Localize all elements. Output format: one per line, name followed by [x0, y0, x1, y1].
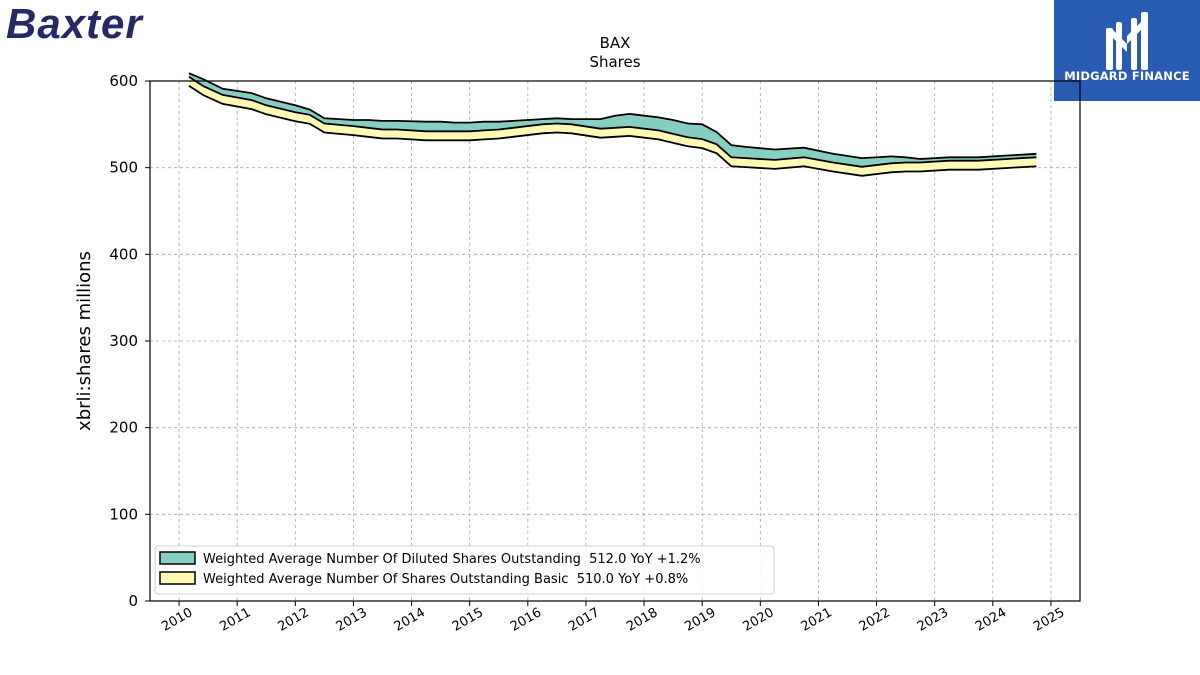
y-tick-label: 600 — [109, 72, 138, 90]
y-axis-label: xbrli:shares millions — [74, 251, 95, 431]
x-tick-label: 2011 — [217, 605, 253, 635]
basic-shares-lower-edge — [188, 84, 1037, 177]
y-tick-label: 200 — [109, 419, 138, 437]
x-tick-label: 2024 — [973, 605, 1009, 635]
x-tick-label: 2010 — [159, 605, 195, 635]
chart-title: BAX — [600, 34, 631, 52]
diluted-shares-line — [188, 72, 1037, 160]
x-tick-label: 2025 — [1031, 605, 1067, 635]
legend-label: Weighted Average Number Of Shares Outsta… — [203, 572, 688, 587]
x-tick-label: 2017 — [566, 605, 602, 635]
basic-shares-band — [188, 76, 1037, 176]
midgard-finance-logo: MIDGARD FINANCE — [1054, 0, 1200, 101]
chart-subtitle: Shares — [589, 53, 640, 71]
x-tick-label: 2021 — [799, 605, 835, 635]
x-tick-label: 2015 — [450, 605, 486, 635]
basic-shares-line — [188, 75, 1037, 168]
partner-name: MIDGARD FINANCE — [1064, 69, 1190, 83]
y-tick-label: 500 — [109, 159, 138, 177]
midgard-monogram-icon — [1106, 12, 1148, 70]
legend-label: Weighted Average Number Of Diluted Share… — [203, 552, 701, 567]
x-tick-label: 2012 — [275, 605, 311, 635]
legend-swatch — [159, 571, 196, 585]
x-tick-label: 2018 — [624, 605, 660, 635]
series-areas — [188, 72, 1037, 177]
y-tick-label: 0 — [128, 592, 138, 610]
x-tick-label: 2020 — [740, 605, 776, 635]
y-tick-label: 300 — [109, 332, 138, 350]
x-tick-label: 2014 — [392, 605, 428, 635]
x-tick-label: 2013 — [334, 605, 370, 635]
x-tick-label: 2019 — [682, 605, 718, 635]
y-tick-label: 400 — [109, 245, 138, 263]
x-tick-label: 2023 — [915, 605, 951, 635]
diluted-shares-band — [188, 73, 1037, 167]
x-tick-label: 2016 — [508, 605, 544, 635]
legend-box — [154, 545, 775, 595]
y-tick-label: 100 — [109, 505, 138, 523]
x-tick-label: 2022 — [857, 605, 893, 635]
legend: Weighted Average Number Of Diluted Share… — [154, 545, 775, 595]
legend-swatch — [159, 551, 196, 565]
baxter-logo: Baxter — [6, 0, 143, 47]
